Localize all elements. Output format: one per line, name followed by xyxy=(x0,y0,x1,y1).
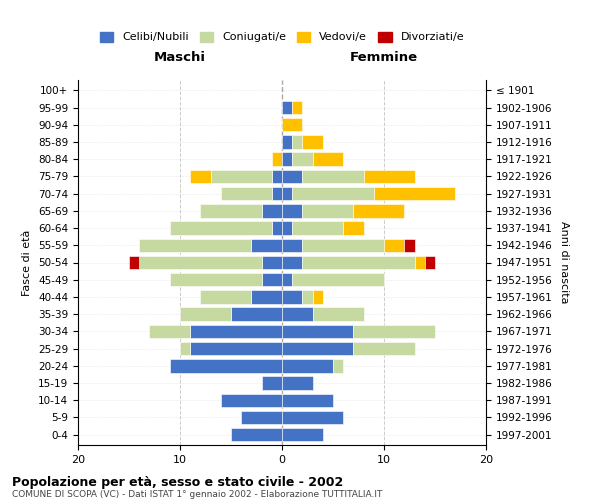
Bar xyxy=(231,308,282,321)
Bar xyxy=(313,308,364,321)
Bar xyxy=(190,324,282,338)
Bar xyxy=(302,204,353,218)
Bar xyxy=(282,136,292,148)
Bar xyxy=(425,256,435,269)
Bar xyxy=(282,273,292,286)
Bar xyxy=(231,428,282,442)
Bar xyxy=(292,222,343,235)
Bar xyxy=(353,342,415,355)
Bar xyxy=(190,170,211,183)
Bar xyxy=(221,394,282,407)
Bar xyxy=(282,170,302,183)
Bar xyxy=(262,376,282,390)
Text: Femmine: Femmine xyxy=(350,50,418,64)
Bar xyxy=(302,256,415,269)
Bar xyxy=(282,118,302,132)
Bar xyxy=(313,290,323,304)
Bar xyxy=(282,359,333,372)
Bar xyxy=(415,256,425,269)
Bar xyxy=(211,170,272,183)
Bar xyxy=(282,324,353,338)
Bar xyxy=(374,187,455,200)
Bar xyxy=(282,256,302,269)
Bar xyxy=(353,324,435,338)
Bar xyxy=(262,256,282,269)
Bar xyxy=(292,273,384,286)
Bar xyxy=(190,342,282,355)
Text: Maschi: Maschi xyxy=(154,50,206,64)
Bar xyxy=(384,238,404,252)
Bar xyxy=(282,428,323,442)
Bar xyxy=(292,187,374,200)
Bar xyxy=(139,238,251,252)
Bar xyxy=(251,238,282,252)
Bar xyxy=(302,170,364,183)
Bar xyxy=(282,238,302,252)
Bar xyxy=(251,290,282,304)
Bar xyxy=(149,324,190,338)
Bar xyxy=(272,152,282,166)
Bar xyxy=(262,273,282,286)
Bar xyxy=(302,238,384,252)
Bar xyxy=(292,152,313,166)
Bar xyxy=(221,187,272,200)
Bar xyxy=(200,204,262,218)
Bar xyxy=(292,136,302,148)
Bar xyxy=(170,273,262,286)
Bar xyxy=(180,308,231,321)
Bar xyxy=(272,170,282,183)
Bar xyxy=(364,170,415,183)
Y-axis label: Anni di nascita: Anni di nascita xyxy=(559,221,569,304)
Bar xyxy=(404,238,415,252)
Bar xyxy=(282,152,292,166)
Bar xyxy=(241,410,282,424)
Bar xyxy=(170,222,272,235)
Bar xyxy=(282,410,343,424)
Bar xyxy=(302,290,313,304)
Bar xyxy=(282,204,302,218)
Text: COMUNE DI SCOPA (VC) - Dati ISTAT 1° gennaio 2002 - Elaborazione TUTTITALIA.IT: COMUNE DI SCOPA (VC) - Dati ISTAT 1° gen… xyxy=(12,490,382,499)
Bar xyxy=(139,256,262,269)
Bar xyxy=(129,256,139,269)
Bar xyxy=(313,152,343,166)
Bar xyxy=(282,101,292,114)
Bar xyxy=(302,136,323,148)
Bar xyxy=(353,204,404,218)
Bar xyxy=(343,222,364,235)
Bar xyxy=(262,204,282,218)
Bar xyxy=(200,290,251,304)
Bar xyxy=(282,222,292,235)
Bar xyxy=(180,342,190,355)
Bar xyxy=(282,376,313,390)
Bar xyxy=(292,101,302,114)
Y-axis label: Fasce di età: Fasce di età xyxy=(22,230,32,296)
Bar xyxy=(333,359,343,372)
Bar xyxy=(282,187,292,200)
Bar xyxy=(282,308,313,321)
Bar xyxy=(272,222,282,235)
Text: Popolazione per età, sesso e stato civile - 2002: Popolazione per età, sesso e stato civil… xyxy=(12,476,343,489)
Bar xyxy=(170,359,282,372)
Bar xyxy=(282,394,333,407)
Bar xyxy=(282,290,302,304)
Bar xyxy=(282,342,353,355)
Legend: Celibi/Nubili, Coniugati/e, Vedovi/e, Divorziati/e: Celibi/Nubili, Coniugati/e, Vedovi/e, Di… xyxy=(95,27,469,47)
Bar xyxy=(272,187,282,200)
